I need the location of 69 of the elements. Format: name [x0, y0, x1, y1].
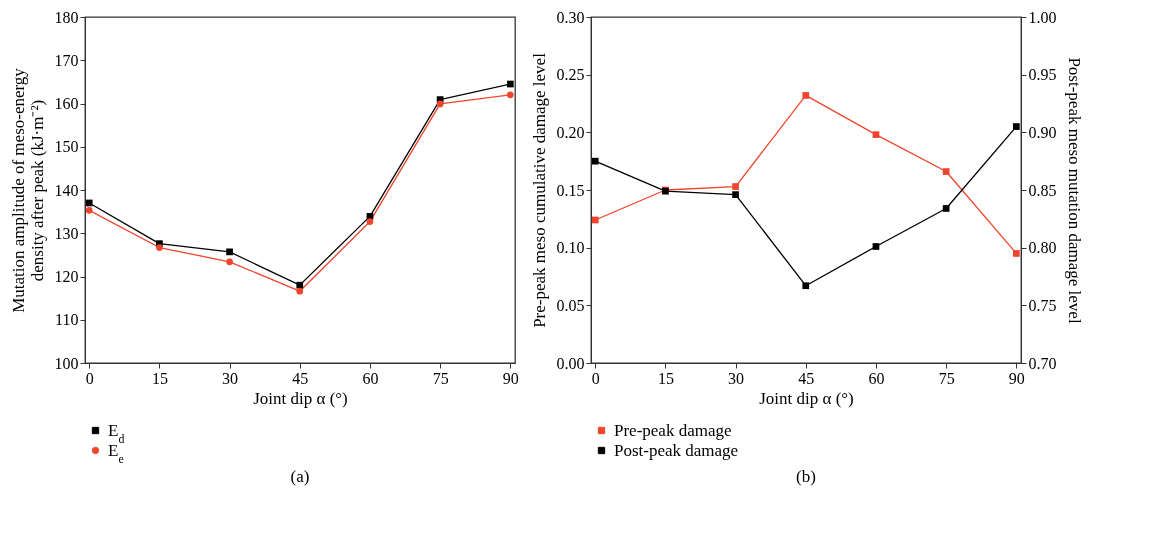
y2-tick-label: 0.70 [1028, 354, 1057, 372]
y-tick-label: 0.00 [556, 354, 585, 372]
y-tick-label: 0.10 [556, 239, 585, 257]
x-axis-title: Joint dip α (°) [253, 388, 348, 408]
point [732, 191, 739, 198]
y2-tick-label: 0.85 [1028, 181, 1057, 199]
y2-tick-label: 0.95 [1028, 66, 1057, 84]
x-tick-label: 15 [151, 369, 168, 387]
y2-tick-label: 1.00 [1028, 8, 1057, 26]
y-tick-label: 0.20 [556, 123, 585, 141]
point [85, 199, 93, 207]
x-axis-title: Joint dip α (°) [759, 388, 854, 408]
point [942, 205, 950, 212]
y-tick-label: 110 [55, 311, 79, 329]
y-tick-label: 100 [54, 354, 79, 372]
legend-label: Pre-peak damage [614, 420, 732, 440]
point [1012, 250, 1020, 257]
x-tick-label: 45 [798, 369, 815, 387]
x-tick-label: 60 [868, 369, 885, 387]
point [506, 91, 514, 99]
x-tick-label: 30 [222, 369, 239, 387]
x-tick-label: 45 [292, 369, 309, 387]
x-tick-label: 90 [1008, 369, 1025, 387]
y-tick-label: 180 [54, 8, 79, 26]
point [156, 244, 163, 251]
y2-axis-title: Post-peak meso mutation damage level [1064, 57, 1084, 324]
y-tick-label: 0.30 [556, 8, 585, 26]
x-tick-label: 0 [85, 369, 94, 387]
y-tick-label: 0.25 [556, 66, 585, 84]
point [85, 206, 93, 214]
y-tick-label: 140 [54, 181, 79, 199]
point [296, 281, 304, 289]
point [436, 100, 444, 108]
point [226, 258, 233, 266]
y-tick-label: 0.05 [556, 296, 585, 314]
point [296, 287, 304, 295]
legend-label: Post-peak damage [614, 440, 739, 460]
point [506, 80, 514, 88]
x-tick-label: 30 [728, 369, 745, 387]
point [591, 216, 599, 224]
point [226, 248, 233, 256]
x-tick-label: 15 [657, 369, 674, 387]
point [872, 131, 880, 138]
x-tick-label: 60 [362, 369, 379, 387]
y-tick-label: 150 [54, 138, 79, 156]
y2-tick-label: 0.90 [1028, 123, 1057, 141]
y-tick-label: 0.15 [556, 181, 585, 199]
x-tick-label: 75 [938, 369, 955, 387]
point [1012, 123, 1020, 130]
text: (b) [796, 467, 816, 486]
x-tick-label: 90 [502, 369, 519, 387]
y-axis-title: Pre-peak meso cumulative damage level [529, 52, 549, 328]
y-tick-label: 170 [54, 51, 79, 69]
y-tick-label: 120 [54, 268, 79, 285]
y2-tick-label: 0.75 [1028, 296, 1057, 314]
x-tick-label: 75 [432, 369, 449, 387]
point [802, 282, 810, 290]
x-tick-label: 0 [591, 369, 600, 387]
point [366, 218, 374, 225]
point [802, 92, 810, 99]
text: (a) [290, 467, 310, 486]
point [942, 168, 950, 175]
point [732, 183, 739, 190]
y2-tick-label: 0.80 [1028, 239, 1057, 257]
point [591, 157, 599, 165]
point [872, 243, 880, 250]
y-tick-label: 130 [54, 224, 79, 242]
y-axis-title: Mutation amplitude of meso-energy density after peak (kJ·m⁻²) [8, 67, 47, 313]
y-tick-label: 160 [54, 95, 79, 112]
